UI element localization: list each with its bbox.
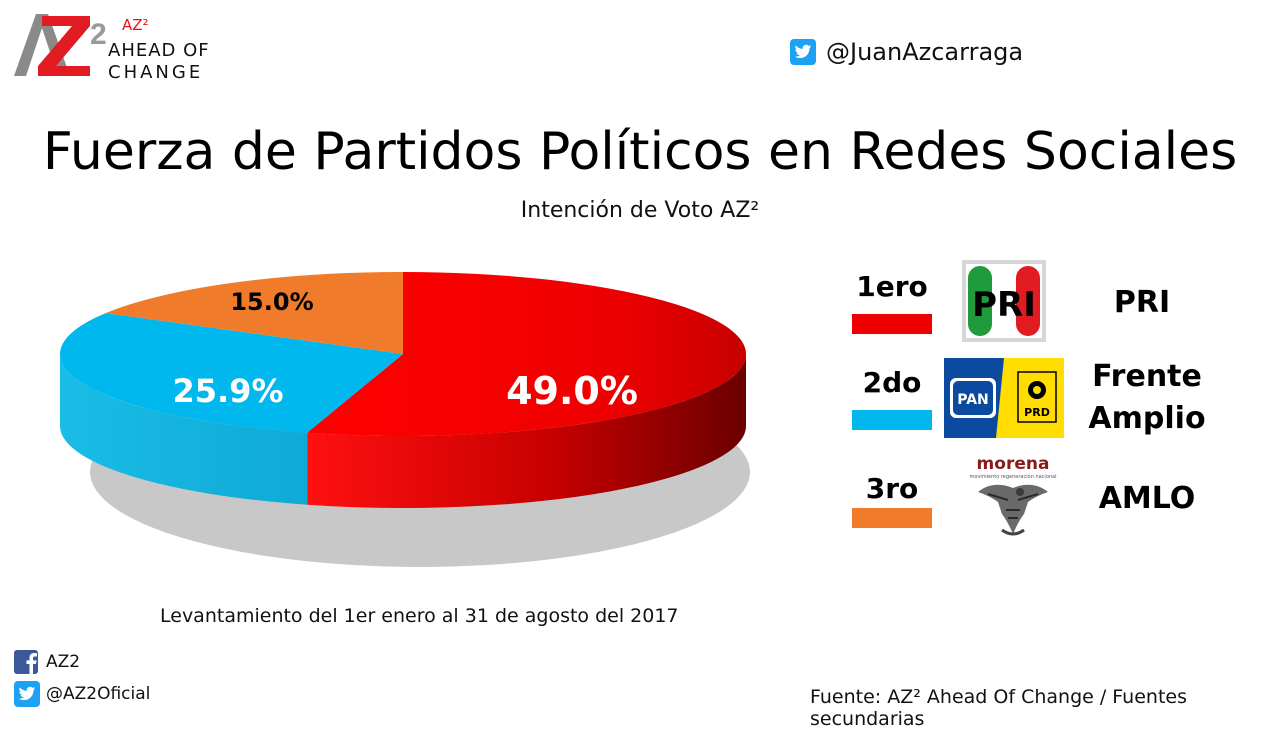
facebook-account[interactable]: AZ2: [14, 650, 80, 674]
pie-slice-frente: [60, 313, 403, 433]
survey-period-note: Levantamiento del 1er enero al 31 de ago…: [160, 605, 679, 627]
slice-label-pri: 49.0%: [506, 369, 638, 413]
legend-swatch-2: [852, 410, 932, 430]
legend-name-2: Frente Amplio: [1088, 359, 1206, 436]
morena-logo: morena movimiento regeneración nacional: [968, 452, 1058, 544]
twitter-handle-top[interactable]: @JuanAzcarraga: [790, 35, 1023, 69]
chart-title: Fuerza de Partidos Políticos en Redes So…: [42, 122, 1238, 182]
az2-logo: 2 AZ² AHEAD OF CHANGE: [12, 10, 212, 83]
svg-text:movimiento regeneración nacion: movimiento regeneración nacional: [969, 473, 1056, 480]
pie-chart: 49.0% 25.9% 15.0%: [60, 272, 750, 567]
logo-line-2: CHANGE: [108, 62, 204, 83]
twitter-icon: [790, 39, 816, 65]
twitter-account-footer-text: @AZ2Oficial: [46, 684, 151, 704]
pie-slice-pri: [307, 272, 747, 436]
pan-prd-logo: PAN PRD: [944, 358, 1064, 442]
legend-rank-1: 1ero: [856, 270, 928, 303]
legend-rank-2: 2do: [862, 366, 922, 399]
pie-slice-amlo: [105, 272, 403, 354]
pri-logo: PRI: [962, 260, 1046, 346]
svg-text:PAN: PAN: [957, 392, 989, 408]
legend-rank-3: 3ro: [865, 472, 919, 505]
twitter-handle-text: @JuanAzcarraga: [826, 38, 1024, 66]
logo-superscript: AZ²: [122, 16, 149, 34]
svg-text:PRD: PRD: [1024, 406, 1050, 419]
slice-label-frente: 25.9%: [172, 372, 283, 410]
slice-label-amlo: 15.0%: [230, 288, 313, 316]
legend-name-1: PRI: [1113, 285, 1171, 320]
chart-subtitle: Intención de Voto AZ²: [520, 198, 760, 223]
legend-name-3: AMLO: [1098, 481, 1196, 516]
az2-logo-mark: 2: [14, 14, 107, 76]
facebook-icon: [14, 650, 38, 674]
pie-side-pri: [307, 354, 746, 508]
pie-side-frente: [60, 354, 308, 505]
svg-text:2: 2: [90, 18, 107, 51]
svg-text:PRI: PRI: [972, 285, 1036, 325]
logo-line-1: AHEAD OF: [108, 40, 210, 61]
svg-text:morena: morena: [977, 454, 1050, 474]
source-note: Fuente: AZ² Ahead Of Change / Fuentes se…: [810, 686, 1187, 730]
legend-swatch-3: [852, 508, 932, 528]
legend-swatch-1: [852, 314, 932, 334]
twitter-account-footer[interactable]: @AZ2Oficial: [14, 681, 150, 707]
twitter-icon: [14, 681, 40, 707]
facebook-account-text: AZ2: [46, 652, 81, 672]
